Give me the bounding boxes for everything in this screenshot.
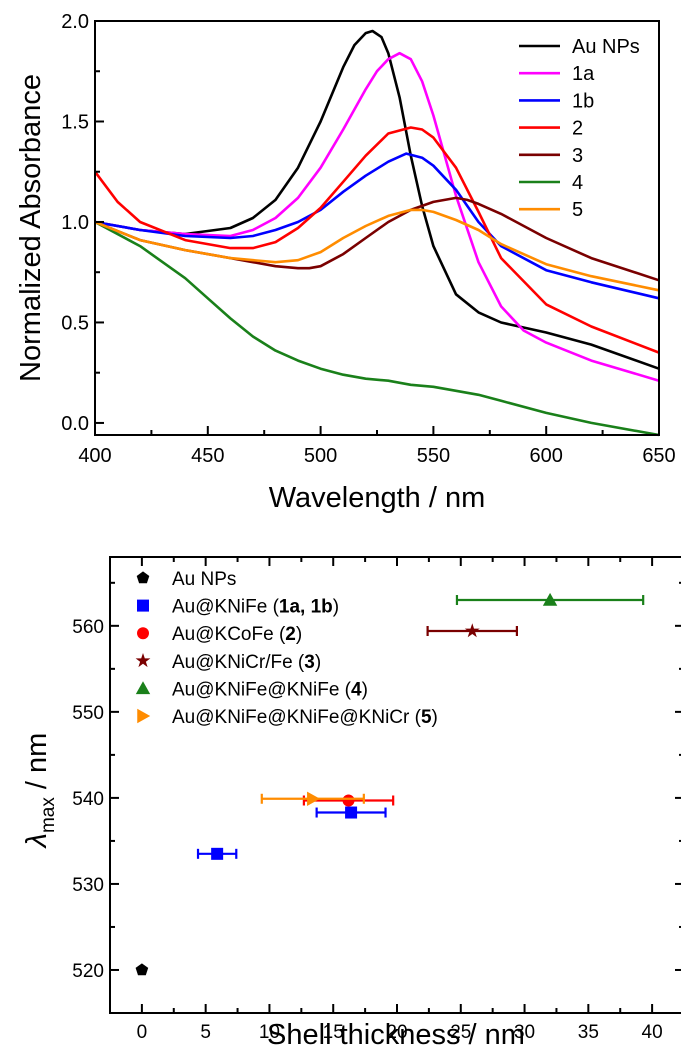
marker-square — [345, 806, 358, 819]
absorbance-series-group — [93, 29, 660, 437]
x-tick-label: 0 — [137, 1022, 148, 1043]
legend-label-text: Au@KNiFe@KNiFe ( — [172, 679, 352, 700]
x-tick-label: 30 — [514, 1022, 535, 1043]
legend-label-bold: 2 — [285, 624, 296, 645]
y-tick-label: 1.0 — [61, 212, 89, 234]
legend-label-text: Au@KCoFe ( — [172, 624, 286, 645]
y-tick-label: 1.5 — [61, 111, 89, 133]
legend-label: 4 — [572, 172, 583, 194]
legend-label-end: ) — [315, 652, 321, 673]
legend-label-end: ) — [333, 597, 339, 618]
marker-star — [464, 623, 480, 638]
legend-label: Au@KCoFe (2) — [172, 624, 302, 645]
absorbance-y-ticks: 0.0 0.5 1.0 1.5 2.0 — [61, 11, 104, 435]
legend-label: 5 — [572, 199, 583, 221]
absorbance-x-ticks: 400 450 500 550 600 650 — [78, 426, 676, 467]
legend-label: Au@KNiCr/Fe (3) — [172, 652, 321, 673]
legend-label: 1a — [572, 63, 595, 85]
marker-triangle-up — [542, 592, 558, 606]
marker-pentagon — [135, 963, 149, 976]
y-tick-label: 0.5 — [61, 312, 89, 334]
legend-label: Au NPs — [572, 36, 640, 58]
marker-triangle-right — [137, 708, 151, 724]
legend-label: 1b — [572, 90, 594, 112]
lambda-x-axis-title: Shell thickness / nm — [267, 1019, 525, 1048]
series-line-4 — [94, 220, 660, 437]
marker-square — [137, 599, 149, 612]
data-point-au-nps — [135, 963, 149, 976]
marker-square — [211, 847, 224, 860]
series-line-1a — [94, 51, 660, 382]
absorbance-chart: 400 450 500 550 600 650 0.0 0.5 1.0 1.5 2.0 Wavel… — [15, 11, 676, 514]
y-tick-label: 550 — [72, 703, 104, 724]
lambda-y-ticks: 520 530 540 550 560 — [72, 581, 681, 1014]
marker-triangle-up — [135, 681, 151, 695]
x-tick-label: 35 — [578, 1022, 599, 1043]
x-tick-label: 450 — [191, 445, 224, 467]
absorbance-legend: Au NPs 1a 1b 2 3 4 5 — [519, 36, 640, 221]
data-point-3 — [426, 623, 519, 638]
absorbance-x-axis-title: Wavelength / nm — [269, 482, 486, 514]
data-point-1b — [315, 806, 387, 819]
marker-circle — [342, 794, 355, 807]
data-point-4 — [455, 592, 645, 606]
legend-label-end: ) — [432, 707, 438, 728]
y-tick-label: 2.0 — [61, 11, 89, 33]
x-tick-label: 15 — [323, 1022, 344, 1043]
series-line-2 — [93, 126, 660, 354]
lambda-y-axis-title-sub: max — [38, 797, 59, 833]
lambda-x-ticks: 0 5 10 15 20 25 30 35 40 — [137, 557, 663, 1043]
legend-label-text: Au@KNiFe ( — [172, 597, 280, 618]
legend-label: Au@KNiFe@KNiFe@KNiCr (5) — [172, 707, 438, 728]
legend-label-bold: 3 — [304, 652, 315, 673]
x-tick-label: 550 — [417, 445, 450, 467]
series-line-au-nps — [94, 29, 660, 370]
legend-label: Au@KNiFe@KNiFe (4) — [172, 679, 368, 700]
y-tick-label: 0.0 — [61, 413, 89, 435]
legend-label: 2 — [572, 118, 583, 140]
x-tick-label: 10 — [259, 1022, 280, 1043]
legend-label: Au@KNiFe (1a, 1b) — [172, 597, 339, 618]
data-point-1a — [196, 847, 238, 860]
marker-triangle-right — [307, 791, 321, 806]
legend-label-text: Au NPs — [172, 569, 236, 590]
lambda-y-axis-title-main: λ — [21, 833, 53, 849]
x-tick-label: 25 — [450, 1022, 471, 1043]
marker-circle — [137, 627, 149, 640]
series-line-5 — [94, 208, 660, 292]
x-tick-label: 650 — [642, 445, 675, 467]
x-tick-label: 400 — [78, 445, 111, 467]
legend-label-bold: 1a, 1b — [279, 597, 333, 618]
y-tick-label: 530 — [72, 875, 104, 896]
absorbance-y-axis-title: Normalized Absorbance — [15, 74, 47, 382]
legend-label-bold: 4 — [351, 679, 362, 700]
legend-label-text: Au@KNiFe@KNiFe@KNiCr ( — [172, 707, 422, 728]
y-tick-label: 540 — [72, 789, 104, 810]
marker-star — [135, 653, 151, 668]
data-point-2 — [302, 794, 395, 807]
x-tick-label: 5 — [200, 1022, 211, 1043]
y-tick-label: 520 — [72, 961, 104, 982]
data-point-5 — [260, 791, 365, 806]
x-tick-label: 20 — [386, 1022, 407, 1043]
legend-label-end: ) — [296, 624, 302, 645]
y-tick-label: 560 — [72, 617, 104, 638]
legend-label-end: ) — [362, 679, 368, 700]
lambda-y-axis-title-suffix: / nm — [21, 733, 53, 797]
x-tick-label: 40 — [642, 1022, 663, 1043]
legend-label: Au NPs — [172, 569, 236, 590]
lambda-y-axis-title: λmax / nm — [21, 733, 59, 850]
marker-pentagon — [136, 571, 150, 584]
legend-label: 3 — [572, 145, 583, 167]
legend-label-bold: 5 — [421, 707, 432, 728]
lambda-points-group — [135, 592, 645, 976]
legend-label-text: Au@KNiCr/Fe ( — [172, 652, 305, 673]
x-tick-label: 500 — [304, 445, 337, 467]
x-tick-label: 600 — [530, 445, 563, 467]
